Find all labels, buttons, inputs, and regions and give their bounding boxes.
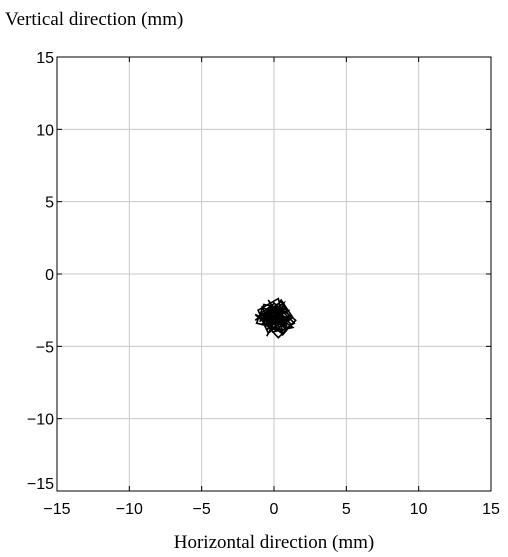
y-tick-label: 15 (36, 50, 54, 67)
x-tick-label: −15 (43, 501, 70, 518)
grid-lines (57, 57, 491, 491)
y-tick-labels: −15 −10 −5 0 5 10 15 (27, 50, 54, 493)
x-tick-label: 15 (482, 501, 500, 518)
series-group (254, 297, 297, 339)
y-tick-label: −5 (36, 339, 54, 356)
x-tick-label: 0 (270, 501, 279, 518)
y-tick-label: 0 (45, 267, 54, 284)
y-tick-label: −15 (27, 476, 54, 493)
x-axis-label: Horizontal direction (mm) (174, 532, 375, 553)
x-tick-label: −10 (116, 501, 143, 518)
y-tick-label: 5 (45, 195, 54, 212)
y-axis-label: Vertical direction (mm) (5, 9, 183, 30)
y-tick-label: −10 (27, 412, 54, 429)
x-tick-label: 10 (410, 501, 428, 518)
x-tick-label: −5 (193, 501, 211, 518)
y-tick-label: 10 (36, 122, 54, 139)
trajectory-line (254, 297, 297, 339)
x-tick-label: 5 (342, 501, 351, 518)
plot-border (56, 56, 492, 492)
x-tick-labels: −15 −10 −5 0 5 10 15 (43, 501, 500, 518)
